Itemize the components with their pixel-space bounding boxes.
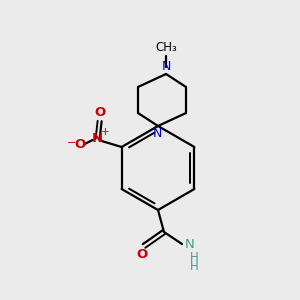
Text: N: N — [185, 238, 195, 250]
Text: N: N — [92, 133, 103, 146]
Text: N: N — [161, 60, 171, 73]
Text: H: H — [190, 260, 198, 273]
Text: −: − — [67, 138, 76, 148]
Text: +: + — [101, 127, 110, 137]
Text: H: H — [190, 251, 198, 264]
Text: O: O — [94, 106, 105, 119]
Text: N: N — [152, 127, 162, 140]
Text: O: O — [136, 248, 148, 261]
Text: CH₃: CH₃ — [155, 41, 177, 54]
Text: O: O — [74, 137, 85, 151]
